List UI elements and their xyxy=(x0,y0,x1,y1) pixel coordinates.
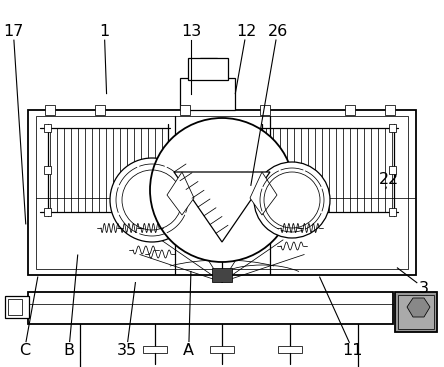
Text: A: A xyxy=(183,343,194,358)
Bar xyxy=(44,124,51,132)
Polygon shape xyxy=(250,172,277,215)
Text: 35: 35 xyxy=(116,343,137,358)
Bar xyxy=(188,58,228,80)
Bar xyxy=(180,78,235,110)
Text: 3: 3 xyxy=(419,281,429,295)
Bar xyxy=(389,124,396,132)
Text: 11: 11 xyxy=(343,343,363,358)
Polygon shape xyxy=(407,298,430,317)
Polygon shape xyxy=(174,172,270,242)
Text: C: C xyxy=(19,343,30,358)
Bar xyxy=(44,208,51,216)
Bar xyxy=(212,268,232,282)
Text: 17: 17 xyxy=(3,24,24,39)
Bar xyxy=(260,105,270,115)
Text: 13: 13 xyxy=(181,24,201,39)
Text: 12: 12 xyxy=(236,24,257,39)
Bar xyxy=(389,166,396,174)
Bar xyxy=(143,346,167,353)
Bar xyxy=(45,105,55,115)
Text: 22: 22 xyxy=(378,172,399,187)
Bar xyxy=(44,166,51,174)
Bar xyxy=(389,208,396,216)
Bar xyxy=(385,105,395,115)
Bar xyxy=(5,296,29,318)
Text: 1: 1 xyxy=(99,24,110,39)
Bar xyxy=(28,110,416,275)
Bar xyxy=(398,295,434,329)
Bar xyxy=(278,346,302,353)
Bar xyxy=(345,105,355,115)
Bar xyxy=(95,105,105,115)
Bar xyxy=(36,116,408,269)
Circle shape xyxy=(110,158,194,242)
Circle shape xyxy=(254,162,330,238)
Bar xyxy=(395,292,437,332)
Text: 26: 26 xyxy=(267,24,288,39)
Bar xyxy=(28,292,393,324)
Bar xyxy=(8,299,22,315)
Bar xyxy=(210,346,234,353)
Bar xyxy=(180,105,190,115)
Text: B: B xyxy=(63,343,74,358)
Circle shape xyxy=(150,118,294,262)
Polygon shape xyxy=(167,172,194,215)
